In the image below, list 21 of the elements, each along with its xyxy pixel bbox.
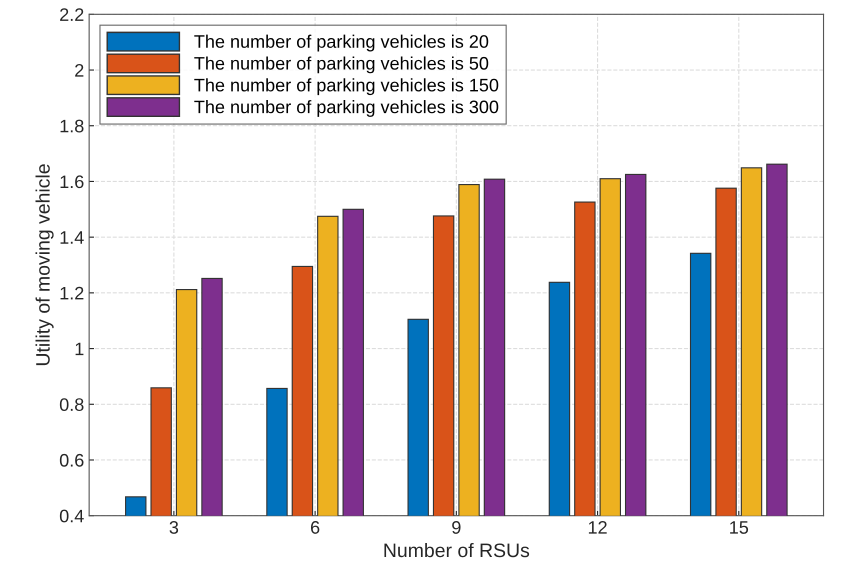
y-tick-label: 2 [75,64,84,77]
x-tick-label: 3 [170,521,178,534]
y-tick-label: 1.2 [60,286,84,300]
x-tick-label: 6 [311,521,320,534]
y-tick-label: 0.6 [60,454,84,467]
y-tick-label: 1.6 [60,175,84,188]
legend-label: The number of parking vehicles is 150 [194,78,498,96]
x-tick-label: 9 [452,521,461,534]
y-tick-label: 0.4 [60,510,84,522]
legend-label: The number of parking vehicles is 20 [194,34,488,52]
x-axis-title: Number of RSUs [384,542,530,558]
y-tick-label: 1.8 [60,120,84,132]
legend-label: The number of parking vehicles is 50 [194,56,488,74]
y-tick-label: 1 [76,342,84,356]
y-tick-label: 1.4 [60,231,84,244]
legend-label: The number of parking vehicles is 300 [194,100,498,117]
y-tick-label: 2.2 [60,8,84,21]
y-axis-title: Utility of moving vehicle [36,164,54,366]
y-tick-label: 0.8 [60,398,84,412]
x-tick-label: 15 [730,521,748,534]
x-tick-label: 12 [588,521,607,534]
